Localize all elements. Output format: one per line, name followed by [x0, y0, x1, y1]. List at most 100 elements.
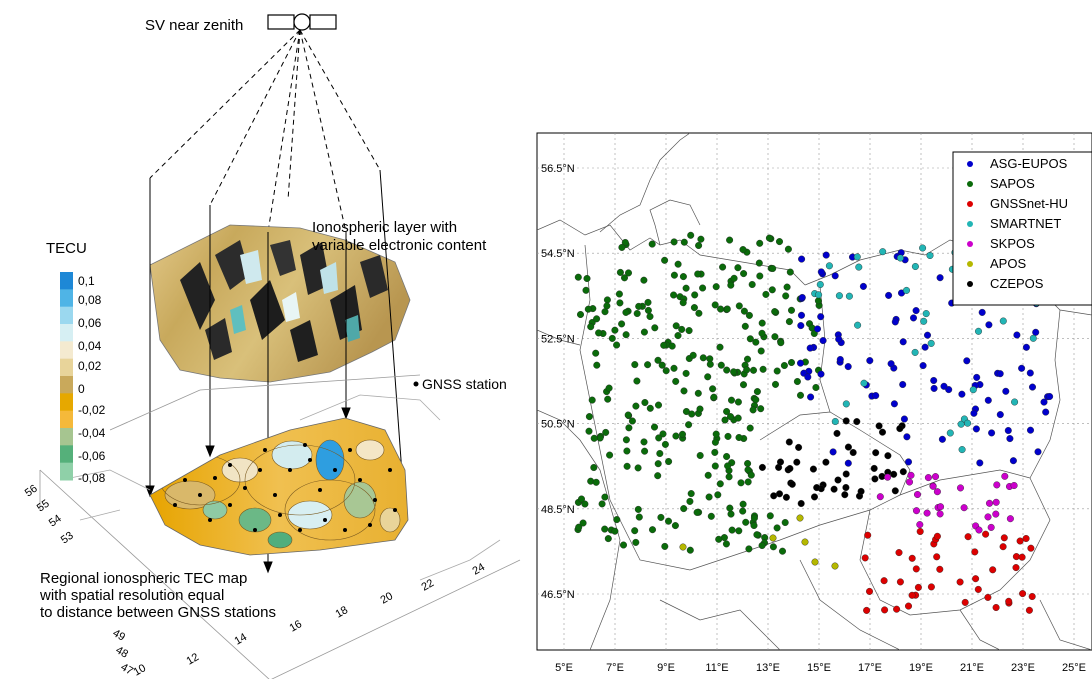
colorbar-swatch [60, 393, 73, 412]
station-dot [1000, 534, 1008, 542]
station-dot [716, 480, 724, 488]
station-dot [854, 321, 862, 329]
latitude-labels: 56.5°N 54.5°N 52.5°N 50.5°N 48.5°N 46.5°N [541, 163, 575, 601]
station-dot [623, 462, 631, 470]
station-dot [756, 239, 764, 247]
station-dot [842, 484, 850, 492]
station-dot [1006, 515, 1014, 523]
station-dot [887, 360, 895, 368]
station-dot [771, 308, 779, 316]
station-dot [605, 384, 613, 392]
colorbar-swatch [60, 410, 73, 429]
station-dot [786, 465, 794, 473]
station-dot [793, 458, 801, 466]
station-dot [748, 281, 756, 289]
station-dot [682, 284, 690, 292]
station-dot [797, 391, 805, 399]
station-dot [622, 436, 630, 444]
station-dot [730, 368, 738, 376]
station-dot [665, 458, 673, 466]
station-dot [776, 238, 784, 246]
station-dot [579, 519, 587, 527]
longitude-labels: 5°E 7°E 9°E 11°E 13°E 15°E 17°E 19°E 21°E 23°E 25°… [555, 662, 1086, 674]
station-dot [674, 260, 682, 268]
station-dot [641, 447, 649, 455]
station-dot [913, 507, 921, 515]
station-dot [940, 382, 948, 390]
station-dot [705, 493, 713, 501]
legend-label: SKPOS [990, 236, 1035, 251]
station-dot [592, 478, 600, 486]
station-dot [870, 464, 878, 472]
station-dot [654, 356, 662, 364]
station-dot [735, 434, 743, 442]
station-dot [601, 525, 609, 533]
longitude-label: 13°E [756, 662, 780, 674]
station-dot [831, 272, 839, 280]
station-dot [756, 272, 764, 280]
legend-label: GNSSnet-HU [990, 196, 1068, 211]
station-dot [721, 416, 729, 424]
station-dot [632, 402, 640, 410]
station-dot [633, 377, 641, 385]
station-dot [879, 428, 887, 436]
latitude-label: 48.5°N [541, 504, 575, 516]
station-dot [712, 430, 720, 438]
station-dot [910, 314, 918, 322]
station-dot [1002, 387, 1010, 395]
station-dot [654, 472, 662, 480]
station-dot [796, 514, 804, 522]
station-dot [679, 543, 687, 551]
station-dot [696, 452, 704, 460]
station-dot [716, 343, 724, 351]
colorbar-swatch [60, 358, 73, 377]
station-dot [1011, 398, 1019, 406]
station-dot [964, 419, 972, 427]
station-dot [853, 418, 861, 426]
station-dot [924, 331, 932, 339]
station-dot [672, 322, 680, 330]
station-dot [1005, 597, 1013, 605]
station-dot [783, 283, 791, 291]
station-dot [742, 518, 750, 526]
station-dot [972, 575, 980, 583]
station-dot [670, 291, 678, 299]
iono-label-line2: variable electronic content [312, 237, 487, 254]
station-dot [916, 521, 924, 529]
station-dot [699, 284, 707, 292]
station-dot [834, 476, 842, 484]
legend-label: ASG-EUPOS [990, 156, 1068, 171]
station-dot [899, 338, 907, 346]
station-dot [1029, 334, 1037, 342]
station-dot [740, 381, 748, 389]
station-dot [680, 387, 688, 395]
station-dot [686, 546, 694, 554]
map-caption-line3: to distance between GNSS stations [40, 604, 276, 621]
station-dot [835, 335, 843, 343]
station-dot [842, 470, 850, 478]
station-dot [896, 425, 904, 433]
longitude-label: 5°E [555, 662, 573, 674]
station-dot [711, 301, 719, 309]
station-dot [706, 360, 714, 368]
station-dot [937, 503, 945, 511]
colorbar-swatch [60, 428, 73, 446]
station-dot [656, 450, 664, 458]
station-dot [923, 509, 931, 517]
colorbar-tick-label: -0,06 [78, 449, 106, 463]
station-dot [585, 427, 593, 435]
station-dot [900, 415, 908, 423]
station-dot [769, 534, 777, 542]
station-dot [844, 459, 852, 467]
station-dot [798, 294, 806, 302]
station-dot [831, 418, 839, 426]
station-dot [992, 510, 1000, 518]
station-dot [933, 553, 941, 561]
tec-map-lat-tick: 56 [23, 483, 40, 500]
station-dot [635, 302, 643, 310]
legend-label: SMARTNET [990, 216, 1061, 231]
station-dot [985, 321, 993, 329]
station-dot [1046, 393, 1054, 401]
station-dot [819, 337, 827, 345]
